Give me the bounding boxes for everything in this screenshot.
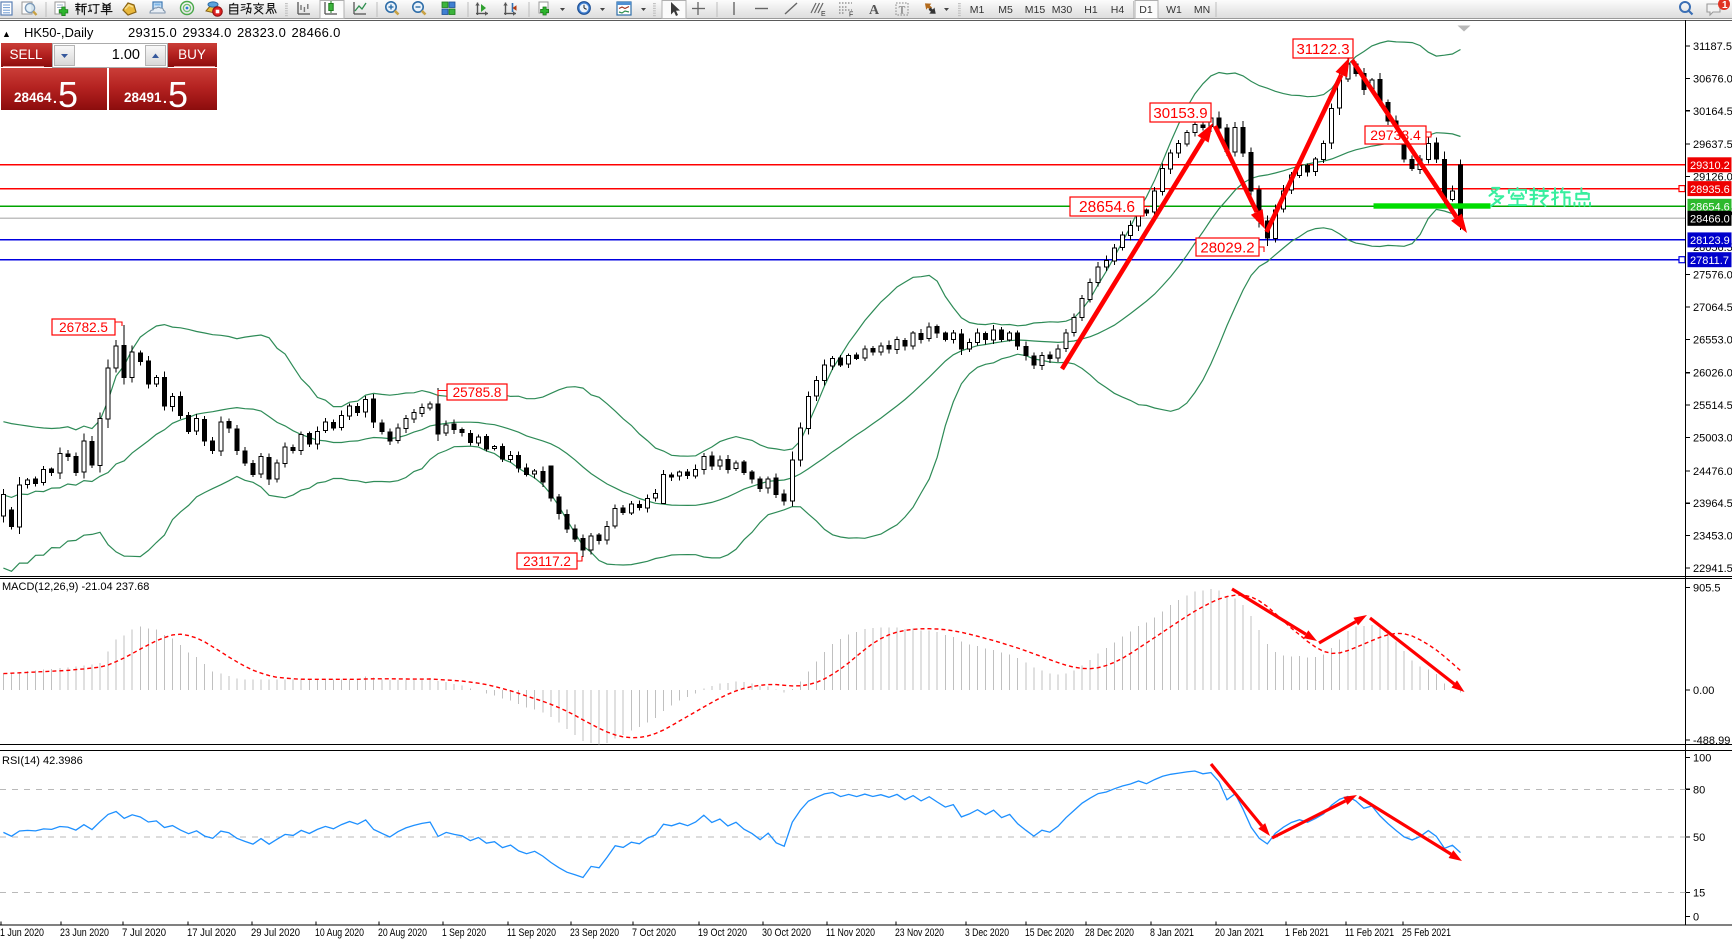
svg-text:50: 50 xyxy=(1693,832,1705,844)
svg-text:25003.0: 25003.0 xyxy=(1693,433,1732,445)
svg-text:29738.4: 29738.4 xyxy=(1370,127,1421,143)
svg-text:23964.5: 23964.5 xyxy=(1693,498,1732,510)
svg-text:23 Sep 2020: 23 Sep 2020 xyxy=(570,927,619,939)
svg-text:11 Nov 2020: 11 Nov 2020 xyxy=(826,927,875,939)
svg-text:31122.3: 31122.3 xyxy=(1296,41,1349,58)
svg-text:28935.6: 28935.6 xyxy=(1690,184,1730,196)
svg-text:MN: MN xyxy=(1194,4,1210,16)
svg-text:25514.5: 25514.5 xyxy=(1693,400,1732,412)
svg-text:0: 0 xyxy=(1693,912,1699,924)
svg-text:3 Dec 2020: 3 Dec 2020 xyxy=(965,927,1009,939)
svg-text:26553.0: 26553.0 xyxy=(1693,334,1732,346)
svg-text:M30: M30 xyxy=(1052,4,1073,16)
svg-text:30164.5: 30164.5 xyxy=(1693,106,1732,118)
svg-text:D1: D1 xyxy=(1139,4,1153,16)
svg-text:10 Aug 2020: 10 Aug 2020 xyxy=(315,927,364,939)
svg-text:905.5: 905.5 xyxy=(1693,583,1721,595)
svg-text:23453.0: 23453.0 xyxy=(1693,531,1732,543)
svg-text:M5: M5 xyxy=(998,4,1013,16)
svg-text:27576.0: 27576.0 xyxy=(1693,270,1732,282)
svg-text:28654.6: 28654.6 xyxy=(1079,199,1135,216)
svg-text:22941.5: 22941.5 xyxy=(1693,563,1732,575)
svg-text:F: F xyxy=(849,12,853,19)
svg-text:19 Oct 2020: 19 Oct 2020 xyxy=(698,927,747,939)
svg-text:26026.0: 26026.0 xyxy=(1693,368,1732,380)
svg-text:29126.0: 29126.0 xyxy=(1693,172,1732,184)
svg-text:100: 100 xyxy=(1693,753,1711,765)
svg-text:15 Dec 2020: 15 Dec 2020 xyxy=(1025,927,1074,939)
svg-text:30153.9: 30153.9 xyxy=(1153,105,1207,122)
svg-text:24476.0: 24476.0 xyxy=(1693,466,1732,478)
svg-text:0.00: 0.00 xyxy=(1693,685,1714,697)
svg-text:M15: M15 xyxy=(1025,4,1046,16)
svg-text:28123.9: 28123.9 xyxy=(1690,235,1730,247)
svg-text:8 Jan 2021: 8 Jan 2021 xyxy=(1150,927,1194,939)
svg-text:26782.5: 26782.5 xyxy=(59,320,108,335)
svg-text:29 Jul 2020: 29 Jul 2020 xyxy=(251,927,300,939)
svg-text:15: 15 xyxy=(1693,888,1705,900)
svg-text:23117.2: 23117.2 xyxy=(523,554,571,569)
svg-text:1 Sep 2020: 1 Sep 2020 xyxy=(442,927,486,939)
svg-text:30676.0: 30676.0 xyxy=(1693,73,1732,85)
svg-text:25 Feb 2021: 25 Feb 2021 xyxy=(1402,927,1451,939)
svg-text:7 Oct 2020: 7 Oct 2020 xyxy=(632,927,676,939)
svg-text:M1: M1 xyxy=(970,4,985,16)
svg-text:1 Jun 2020: 1 Jun 2020 xyxy=(0,927,44,939)
svg-text:20 Aug 2020: 20 Aug 2020 xyxy=(378,927,427,939)
svg-text:W1: W1 xyxy=(1166,4,1182,16)
svg-text:1 Feb 2021: 1 Feb 2021 xyxy=(1285,927,1329,939)
svg-text:25785.8: 25785.8 xyxy=(453,385,502,400)
svg-text:H1: H1 xyxy=(1084,4,1098,16)
svg-text:23 Nov 2020: 23 Nov 2020 xyxy=(895,927,944,939)
svg-text:28029.2: 28029.2 xyxy=(1200,239,1254,256)
svg-text:17 Jul 2020: 17 Jul 2020 xyxy=(187,927,236,939)
svg-text:1: 1 xyxy=(1722,0,1728,11)
svg-text:-488.99: -488.99 xyxy=(1693,735,1730,747)
svg-text:31187.5: 31187.5 xyxy=(1693,41,1732,53)
svg-text:11 Feb 2021: 11 Feb 2021 xyxy=(1345,927,1394,939)
svg-text:20 Jan 2021: 20 Jan 2021 xyxy=(1215,927,1264,939)
svg-text:A: A xyxy=(869,3,880,18)
svg-text:30 Oct 2020: 30 Oct 2020 xyxy=(762,927,811,939)
svg-text:27064.5: 27064.5 xyxy=(1693,302,1732,314)
svg-text:28466.0: 28466.0 xyxy=(1690,214,1730,226)
svg-text:MACD(12,26,9) -21.04 237.68: MACD(12,26,9) -21.04 237.68 xyxy=(2,581,149,593)
svg-text:23 Jun 2020: 23 Jun 2020 xyxy=(60,927,109,939)
svg-text:28 Dec 2020: 28 Dec 2020 xyxy=(1085,927,1134,939)
svg-text:28654.6: 28654.6 xyxy=(1690,202,1730,214)
svg-text:80: 80 xyxy=(1693,784,1705,796)
svg-text:29637.5: 29637.5 xyxy=(1693,139,1732,151)
svg-text:RSI(14) 42.3986: RSI(14) 42.3986 xyxy=(2,755,83,767)
svg-text:T: T xyxy=(899,5,906,17)
svg-text:11 Sep 2020: 11 Sep 2020 xyxy=(507,927,556,939)
svg-text:7 Jul 2020: 7 Jul 2020 xyxy=(122,927,166,939)
svg-text:E: E xyxy=(821,11,826,18)
svg-text:H4: H4 xyxy=(1111,4,1125,16)
svg-text:29310.2: 29310.2 xyxy=(1690,160,1730,172)
svg-text:27811.7: 27811.7 xyxy=(1690,255,1729,267)
